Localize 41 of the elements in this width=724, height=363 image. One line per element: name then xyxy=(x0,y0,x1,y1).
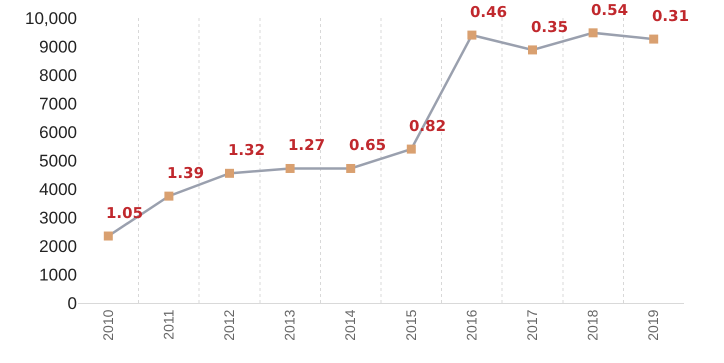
point xyxy=(225,168,234,178)
y-tick-label: 1000 xyxy=(39,265,77,284)
annotation: 0.31 xyxy=(652,7,690,25)
y-tick-label: 6000 xyxy=(39,122,77,142)
point xyxy=(164,192,174,201)
annotation: 0.65 xyxy=(349,136,386,154)
x-tick-label: 2018 xyxy=(584,309,601,341)
x-tick-label: 2015 xyxy=(402,309,419,341)
point xyxy=(528,45,537,54)
annotation: 1.32 xyxy=(228,141,266,159)
point xyxy=(649,34,658,44)
annotation: 0.54 xyxy=(591,1,628,19)
y-tick-label: 9000 xyxy=(39,37,77,56)
x-tick-label: 2012 xyxy=(221,309,238,341)
point xyxy=(286,164,295,173)
y-tick-label: 8000 xyxy=(39,66,77,85)
x-tick-label: 2019 xyxy=(645,309,662,341)
annotation: 0.82 xyxy=(409,117,446,135)
y-tick-label: 7000 xyxy=(39,94,77,114)
annotation: 0.35 xyxy=(531,18,568,36)
annotation: 1.05 xyxy=(106,204,144,222)
point xyxy=(588,28,598,38)
x-tick-label: 2011 xyxy=(160,309,176,340)
x-tick-label: 2013 xyxy=(282,309,298,341)
point xyxy=(467,30,476,40)
annotation: 1.27 xyxy=(288,136,326,154)
x-tick-label: 2016 xyxy=(463,309,480,341)
y-tick-label: 2000 xyxy=(39,236,77,256)
annotation: 1.39 xyxy=(167,164,204,182)
x-tick-label: 2017 xyxy=(524,309,540,341)
annotation: 0.46 xyxy=(470,3,508,21)
x-tick-label: 2014 xyxy=(342,309,358,341)
y-tick-label: 4000 xyxy=(39,180,77,199)
y-tick-label: 3000 xyxy=(39,208,77,228)
y-tick-label: 5000 xyxy=(39,151,77,170)
y-tick-label: 0 xyxy=(68,294,77,313)
point xyxy=(104,232,113,241)
x-tick-label: 2010 xyxy=(100,309,116,341)
y-tick-label: 10,000 xyxy=(25,8,77,28)
point xyxy=(406,144,416,154)
point xyxy=(346,164,356,173)
